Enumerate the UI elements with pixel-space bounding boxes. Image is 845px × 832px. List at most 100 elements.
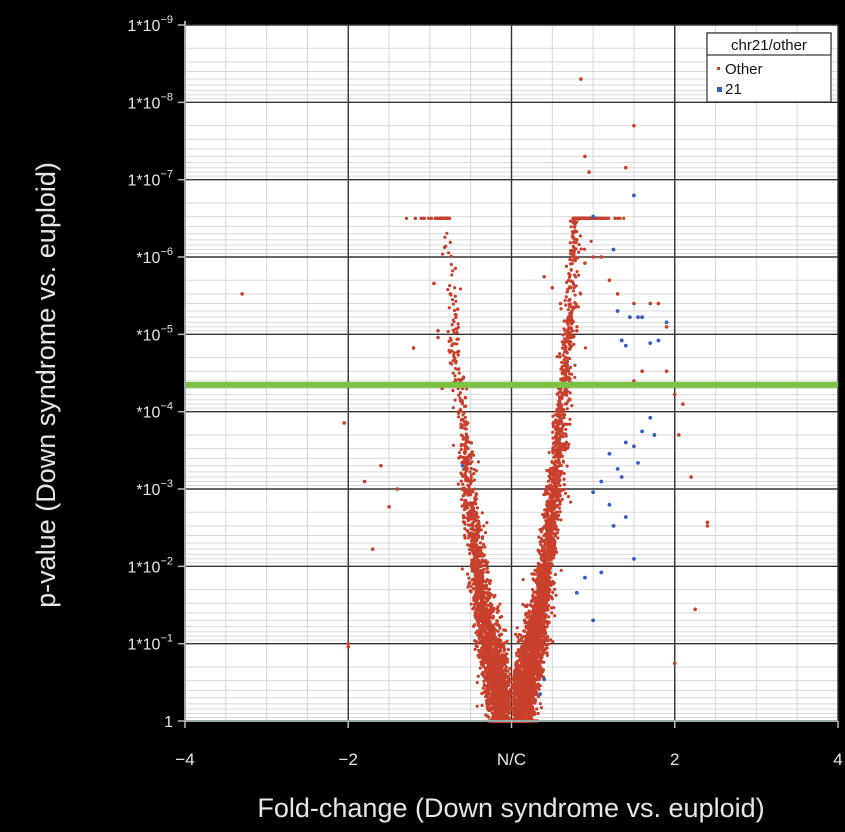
data-point-other <box>545 503 549 507</box>
data-point-other <box>485 705 489 709</box>
data-point-other <box>505 652 509 656</box>
data-point-other <box>462 516 466 520</box>
data-point-other <box>448 361 452 365</box>
data-point-other <box>536 711 540 716</box>
data-point-other <box>469 475 473 480</box>
data-point-other <box>568 422 572 426</box>
data-point-other <box>516 647 520 652</box>
data-point-other <box>570 404 574 408</box>
data-point-other <box>486 578 490 582</box>
data-point-other <box>571 282 576 286</box>
data-point-other <box>531 572 536 576</box>
data-point-other <box>553 572 558 577</box>
data-point-other <box>451 443 456 447</box>
data-point-other <box>578 234 582 238</box>
data-point-other <box>449 338 453 342</box>
data-point-other <box>563 442 568 447</box>
data-point-other <box>552 508 556 512</box>
data-point-other <box>463 471 467 475</box>
data-point-other <box>547 474 551 478</box>
data-point-other <box>530 587 535 592</box>
data-point-other <box>577 250 581 254</box>
data-point-other <box>482 567 486 572</box>
data-point-other <box>532 590 536 594</box>
data-point-other <box>561 353 565 357</box>
data-point-other <box>514 651 519 655</box>
data-point-other <box>550 484 554 489</box>
data-point-other <box>519 633 523 637</box>
data-point-other <box>470 522 475 526</box>
data-point-other <box>569 285 573 290</box>
data-point-other <box>498 626 502 631</box>
data-point-other <box>576 305 580 309</box>
data-point-other <box>531 593 535 597</box>
data-point-other <box>583 346 588 350</box>
data-point-other <box>525 615 529 619</box>
data-point-other <box>577 242 581 247</box>
data-point-other <box>468 462 472 466</box>
data-point-other <box>427 216 431 220</box>
data-point-other <box>458 396 462 400</box>
data-point-other <box>563 448 567 452</box>
data-point-other <box>481 686 485 690</box>
data-point-other <box>571 289 576 293</box>
data-point-other <box>451 269 455 273</box>
data-point-other <box>460 417 464 421</box>
data-point-other <box>568 241 572 245</box>
data-point-other <box>484 561 488 565</box>
data-point-other <box>491 635 495 640</box>
data-point-other <box>563 379 567 383</box>
data-point-other <box>557 352 562 356</box>
data-point-other <box>472 512 476 517</box>
data-point-other <box>535 661 539 665</box>
data-point-other <box>568 305 572 309</box>
data-point-other <box>545 625 549 629</box>
data-point-other <box>545 653 549 658</box>
data-point-other <box>461 520 466 524</box>
data-point-other <box>551 556 556 560</box>
data-point-other <box>462 492 467 496</box>
data-point-other <box>559 367 563 371</box>
data-point-other <box>473 572 477 577</box>
data-point-other <box>565 407 569 411</box>
data-point-other <box>475 680 479 685</box>
data-point-other <box>574 275 578 279</box>
data-point-other <box>531 688 535 692</box>
data-point-other <box>476 522 480 526</box>
data-point-other <box>541 639 545 643</box>
data-point-other <box>496 644 500 648</box>
data-point-other <box>563 346 568 351</box>
data-point-other <box>441 252 445 256</box>
data-point-other <box>568 391 572 395</box>
data-point-other <box>461 513 465 518</box>
data-point-other <box>569 322 573 326</box>
data-point-other <box>456 337 460 341</box>
data-point-other <box>482 683 486 687</box>
data-point-other <box>445 231 449 235</box>
data-point-other <box>562 358 566 362</box>
data-point-other <box>477 636 481 641</box>
data-point-other <box>546 479 551 483</box>
data-point-other <box>498 602 502 606</box>
data-point-other <box>468 589 472 593</box>
data-point-other <box>575 256 580 260</box>
data-point-other <box>462 411 466 415</box>
data-point-other <box>561 460 566 464</box>
data-point-other <box>529 610 533 614</box>
data-point-other <box>478 541 483 545</box>
data-point-other <box>491 633 495 637</box>
data-point-other <box>472 487 477 491</box>
data-point-other <box>515 626 519 630</box>
data-point-other <box>563 298 567 303</box>
data-point-other <box>460 504 464 508</box>
data-point-other <box>551 421 555 425</box>
data-point-other <box>463 395 467 399</box>
data-point-other <box>508 698 513 703</box>
data-point-other <box>473 647 477 651</box>
data-point-other <box>488 677 492 681</box>
data-point-other <box>463 522 467 526</box>
data-point-other <box>562 477 566 481</box>
data-point-other <box>468 470 472 474</box>
data-point-other <box>552 581 556 585</box>
data-point-other <box>565 280 569 284</box>
